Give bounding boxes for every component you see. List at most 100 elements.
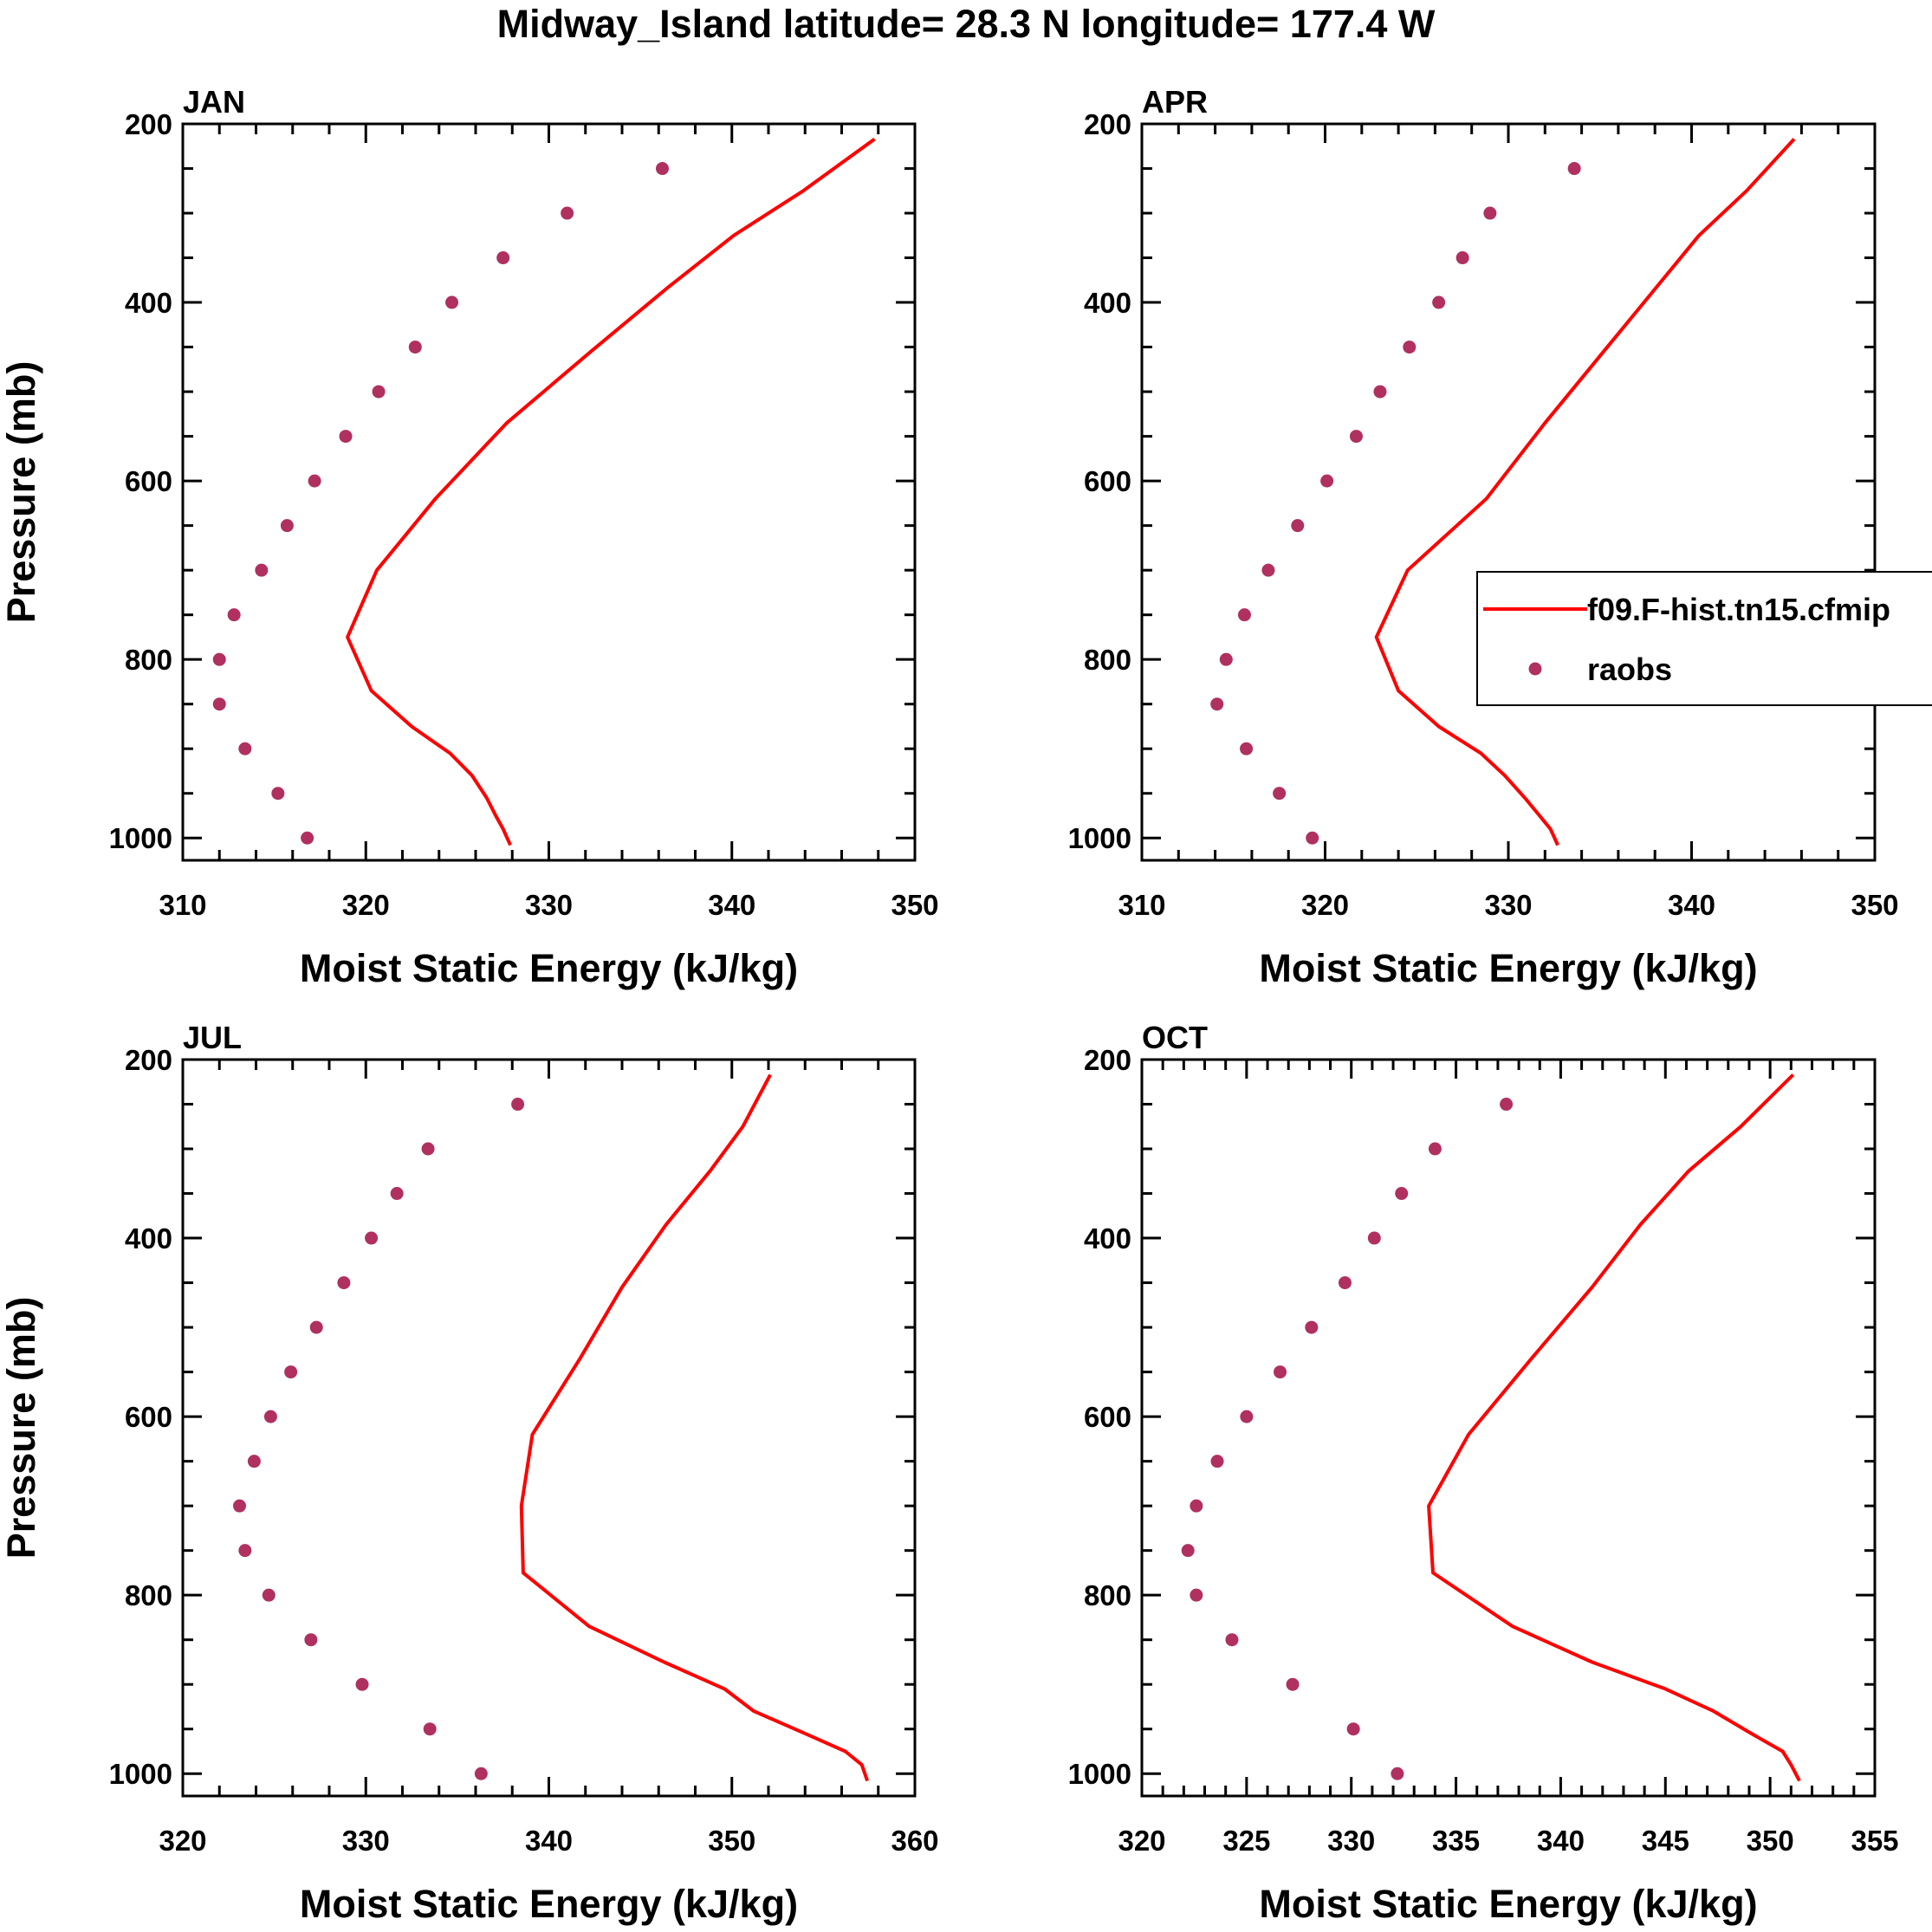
y-tick-label: 600 (125, 1401, 172, 1433)
x-axis-title: Moist Static Energy (kJ/kg) (300, 1882, 798, 1926)
y-tick-label: 400 (125, 287, 172, 319)
obs-point (1219, 652, 1233, 666)
panel-title: JAN (183, 84, 245, 120)
model-line (519, 1073, 869, 1782)
y-tick-label: 600 (125, 465, 172, 497)
obs-point (301, 831, 314, 845)
obs-point (1240, 1410, 1254, 1423)
x-tick-label: 320 (1118, 1825, 1165, 1857)
obs-point (1237, 608, 1251, 622)
y-tick-label: 400 (125, 1222, 172, 1255)
obs-point (1210, 1455, 1224, 1468)
y-tick-label: 800 (125, 1579, 172, 1611)
obs-point (284, 1365, 298, 1379)
obs-point (1306, 831, 1319, 845)
y-tick-label: 800 (1084, 1579, 1131, 1611)
y-tick-label: 1000 (109, 1758, 172, 1790)
x-tick-label: 340 (1537, 1825, 1585, 1857)
plot-frame (181, 122, 917, 862)
obs-point (232, 1499, 246, 1513)
x-tick-label: 330 (1484, 889, 1532, 921)
obs-point (496, 251, 510, 265)
x-tick-label: 330 (342, 1825, 390, 1857)
plot-frame (181, 1058, 917, 1798)
obs-point (365, 1231, 379, 1245)
y-tick-label: 400 (1084, 287, 1131, 319)
x-tick-label: 350 (1747, 1825, 1794, 1857)
panel-title: JUL (183, 1020, 242, 1055)
model-line (1427, 1073, 1801, 1782)
obs-point (238, 1544, 252, 1558)
obs-point (1428, 1142, 1442, 1156)
obs-point (262, 1588, 276, 1602)
legend-obs-label: raobs (1587, 652, 1672, 687)
obs-point (1240, 742, 1254, 755)
legend-box (1476, 571, 1932, 706)
panel-jul: 200 400 600 800 1000 320 330 340 350 360 JUL Moist … (0, 1020, 939, 1926)
panel-title: OCT (1142, 1020, 1208, 1055)
obs-point (1403, 340, 1417, 354)
obs-point (421, 1142, 435, 1156)
obs-point (1274, 1365, 1287, 1379)
obs-point (1567, 162, 1581, 176)
obs-point (408, 340, 422, 354)
obs-point (561, 206, 574, 220)
obs-point (280, 519, 294, 533)
obs-point (337, 1276, 351, 1290)
obs-point (1455, 251, 1469, 265)
obs-point (309, 1320, 323, 1334)
obs-point (1367, 1231, 1381, 1245)
panel-apr: 200 400 600 800 1000 310 320 330 340 350 APR Moist … (1068, 84, 1899, 990)
legend-model-label: f09.F-hist.tn15.cfmip (1587, 592, 1890, 627)
x-tick-label: 310 (159, 889, 206, 921)
obs-point (1291, 519, 1305, 533)
obs-point (511, 1098, 525, 1112)
obs-point (390, 1187, 404, 1201)
y-axis-title: Pressure (mb) (0, 361, 43, 624)
y-tick-label: 800 (1084, 644, 1131, 676)
panel-title: APR (1142, 84, 1208, 120)
y-tick-label: 1000 (1068, 822, 1131, 854)
y-tick-label: 200 (1084, 1044, 1131, 1076)
obs-point (247, 1455, 261, 1468)
obs-point (1286, 1677, 1300, 1691)
x-tick-label: 345 (1642, 1825, 1689, 1857)
obs-point (271, 787, 285, 801)
obs-point (263, 1410, 277, 1423)
obs-point (1210, 697, 1224, 711)
x-tick-label: 310 (1118, 889, 1165, 921)
x-tick-label: 320 (159, 1825, 206, 1857)
y-tick-label: 800 (125, 644, 172, 676)
panel-oct: 200 400 600 800 1000 320 325 330 335 340 345 350 355… (1068, 1020, 1899, 1926)
x-tick-label: 330 (1327, 1825, 1375, 1857)
obs-point (238, 742, 252, 755)
obs-point (372, 385, 386, 399)
obs-point (1181, 1544, 1195, 1558)
legend-dot-swatch (1528, 662, 1542, 676)
obs-point (1349, 430, 1363, 444)
y-tick-label: 600 (1084, 1401, 1131, 1433)
y-axis-title: Pressure (mb) (0, 1297, 43, 1559)
plot-frame (1140, 1058, 1877, 1798)
x-tick-label: 350 (708, 1825, 755, 1857)
model-line (1374, 138, 1796, 846)
obs-point (339, 430, 353, 444)
obs-point (1225, 1633, 1239, 1647)
obs-point (445, 295, 459, 309)
y-tick-label: 200 (125, 108, 172, 140)
x-axis-title: Moist Static Energy (kJ/kg) (300, 946, 798, 990)
y-tick-label: 1000 (109, 822, 172, 854)
obs-point (655, 162, 669, 176)
obs-point (423, 1722, 437, 1736)
panel-jan: 200 400 600 800 1000 310 320 330 340 350 JAN Moist … (0, 84, 939, 990)
x-axis-title: Moist Static Energy (kJ/kg) (1259, 946, 1757, 990)
obs-point (1320, 474, 1334, 488)
obs-point (1305, 1320, 1319, 1334)
x-tick-label: 355 (1851, 1825, 1898, 1857)
y-tick-label: 200 (1084, 108, 1131, 140)
obs-point (1432, 295, 1446, 309)
y-tick-label: 600 (1084, 465, 1131, 497)
obs-point (255, 563, 269, 577)
obs-point (304, 1633, 318, 1647)
